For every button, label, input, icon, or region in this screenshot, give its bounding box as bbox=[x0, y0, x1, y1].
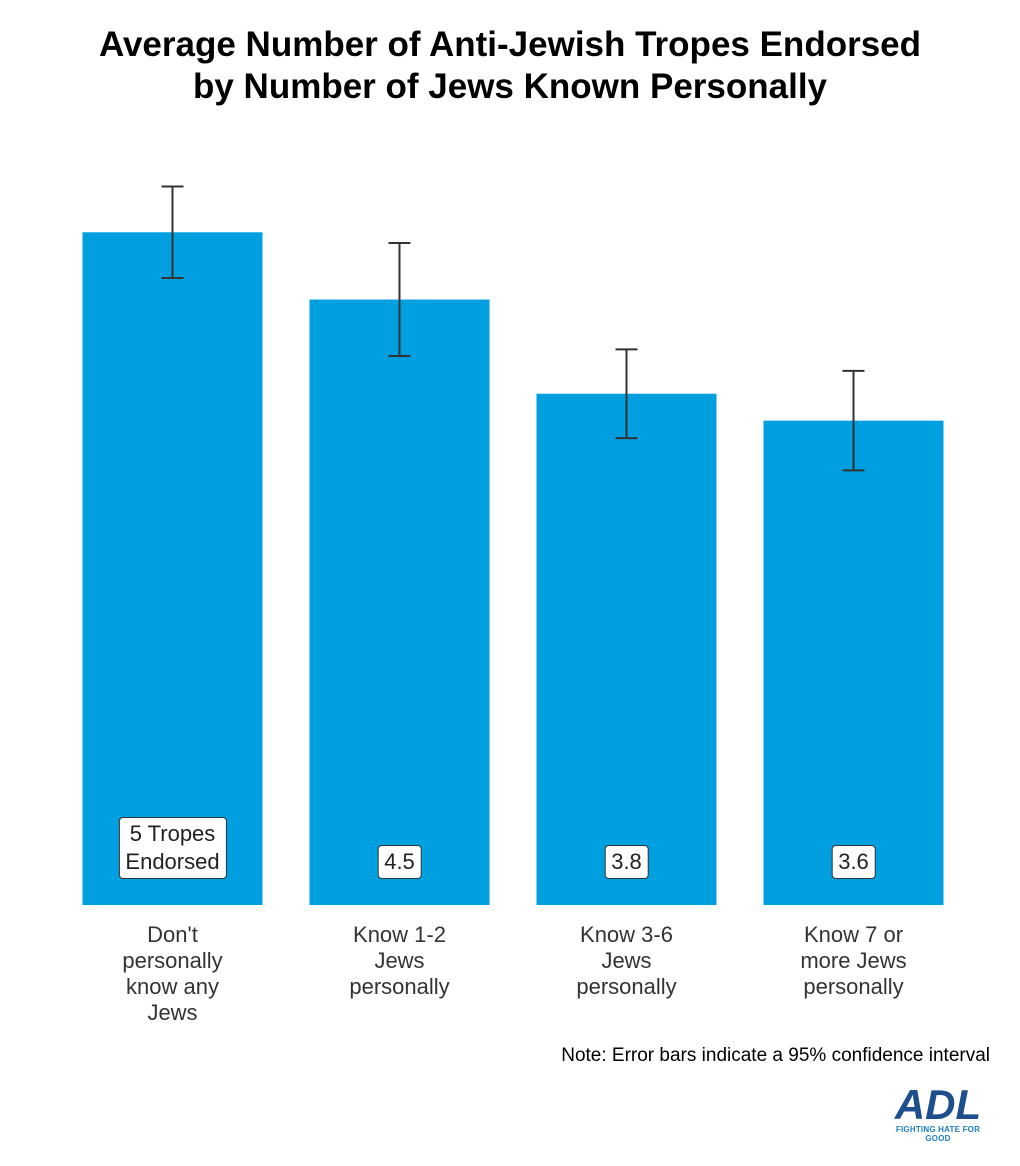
value-label: 5 Tropes Endorsed bbox=[118, 817, 227, 879]
chart-title-block: Average Number of Anti-Jewish Tropes End… bbox=[0, 24, 1020, 108]
chart-subtitle: by Number of Jews Known Personally bbox=[192, 67, 828, 106]
note: Note: Error bars indicate a 95% confiden… bbox=[561, 1045, 990, 1066]
bar bbox=[536, 393, 717, 905]
x-tick-label: Know 1-2 Jews personally bbox=[349, 922, 450, 999]
x-tick-label: Don't personally know any Jews bbox=[122, 922, 223, 1025]
x-tick-label: Know 7 or more Jews personally bbox=[800, 922, 907, 999]
logo-tagline: FIGHTING HATE FOR GOOD bbox=[895, 1125, 981, 1143]
bar bbox=[309, 299, 490, 906]
chart-title: Average Number of Anti-Jewish Tropes End… bbox=[98, 25, 922, 64]
logo: ADL FIGHTING HATE FOR GOOD bbox=[886, 1081, 990, 1144]
logo-text: ADL bbox=[894, 1081, 982, 1128]
x-tick-label: Know 3-6 Jews personally bbox=[576, 922, 677, 999]
bar bbox=[82, 232, 263, 906]
value-label: 4.5 bbox=[377, 845, 422, 879]
bar bbox=[763, 420, 944, 905]
value-label: 3.8 bbox=[604, 845, 649, 879]
value-label: 3.6 bbox=[831, 845, 876, 879]
